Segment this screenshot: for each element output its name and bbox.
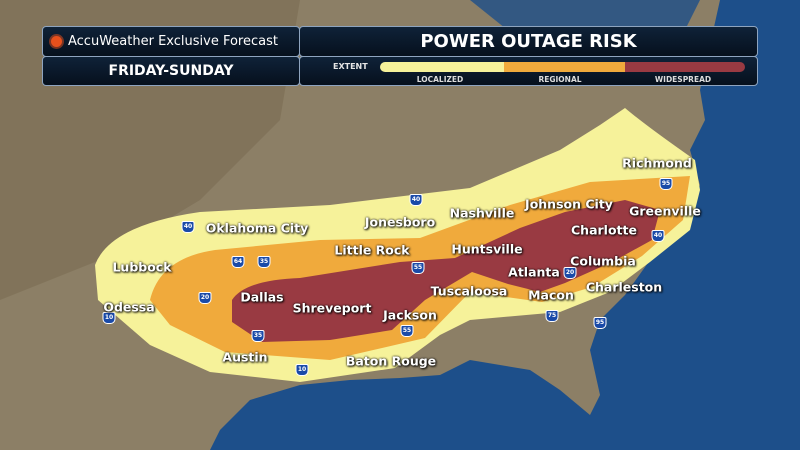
highway-shield-icon: 75 bbox=[545, 310, 559, 322]
city-label: Odessa bbox=[103, 299, 155, 315]
city-label: Charlotte bbox=[571, 222, 637, 238]
highway-shield-icon: 10 bbox=[102, 312, 116, 324]
city-label: Huntsville bbox=[451, 241, 523, 257]
legend-swatch-localized bbox=[380, 62, 505, 72]
forecast-period: FRIDAY-SUNDAY bbox=[42, 56, 300, 86]
city-label: Tuscaloosa bbox=[430, 283, 508, 299]
city-label: Oklahoma City bbox=[205, 220, 309, 236]
city-label: Jonesboro bbox=[364, 214, 436, 230]
highway-shield-icon: 35 bbox=[251, 330, 265, 342]
city-label: Lubbock bbox=[112, 259, 172, 275]
highway-shield-icon: 40 bbox=[409, 194, 423, 206]
highway-shield-icon: 55 bbox=[411, 262, 425, 274]
highway-shield-icon: 64 bbox=[231, 256, 245, 268]
highway-shield-icon: 40 bbox=[651, 230, 665, 242]
highway-shield-icon: 10 bbox=[295, 364, 309, 376]
highway-shield-icon: 95 bbox=[659, 178, 673, 190]
brand-text: AccuWeather Exclusive Forecast bbox=[68, 34, 278, 49]
sun-logo-icon bbox=[51, 36, 62, 47]
city-label: Jackson bbox=[383, 307, 437, 323]
map-title: POWER OUTAGE RISK bbox=[299, 26, 758, 57]
city-label: Baton Rouge bbox=[345, 353, 437, 369]
legend-localized: LOCALIZED bbox=[416, 75, 464, 84]
city-label: Johnson City bbox=[525, 196, 613, 212]
legend-regional: REGIONAL bbox=[538, 75, 582, 84]
highway-shield-icon: 20 bbox=[563, 267, 577, 279]
city-label: Nashville bbox=[449, 205, 515, 221]
city-label: Charleston bbox=[585, 279, 663, 295]
legend: EXTENT LOCALIZED REGIONAL WIDESPREAD bbox=[299, 56, 758, 86]
legend-widespread: WIDESPREAD bbox=[654, 75, 712, 84]
highway-shield-icon: 95 bbox=[593, 317, 607, 329]
highway-shield-icon: 55 bbox=[400, 325, 414, 337]
highway-shield-icon: 20 bbox=[198, 292, 212, 304]
city-label: Little Rock bbox=[334, 242, 410, 258]
city-label: Macon bbox=[528, 287, 574, 303]
city-label: Greenville bbox=[629, 203, 701, 219]
highway-shield-icon: 40 bbox=[181, 221, 195, 233]
city-label: Richmond bbox=[622, 155, 692, 171]
highway-shield-icon: 35 bbox=[257, 256, 271, 268]
city-label: Dallas bbox=[240, 289, 284, 305]
brand-panel: AccuWeather Exclusive Forecast bbox=[42, 26, 300, 57]
city-label: Shreveport bbox=[292, 300, 372, 316]
city-label: Columbia bbox=[570, 253, 636, 269]
city-label: Atlanta bbox=[508, 264, 560, 280]
header: AccuWeather Exclusive Forecast FRIDAY-SU… bbox=[42, 26, 758, 86]
legend-swatch-widespread bbox=[624, 62, 745, 72]
legend-bar bbox=[380, 62, 745, 72]
legend-label: EXTENT bbox=[333, 62, 368, 71]
city-label: Austin bbox=[222, 349, 268, 365]
legend-swatch-regional bbox=[504, 62, 625, 72]
zone-widespread bbox=[232, 200, 660, 342]
